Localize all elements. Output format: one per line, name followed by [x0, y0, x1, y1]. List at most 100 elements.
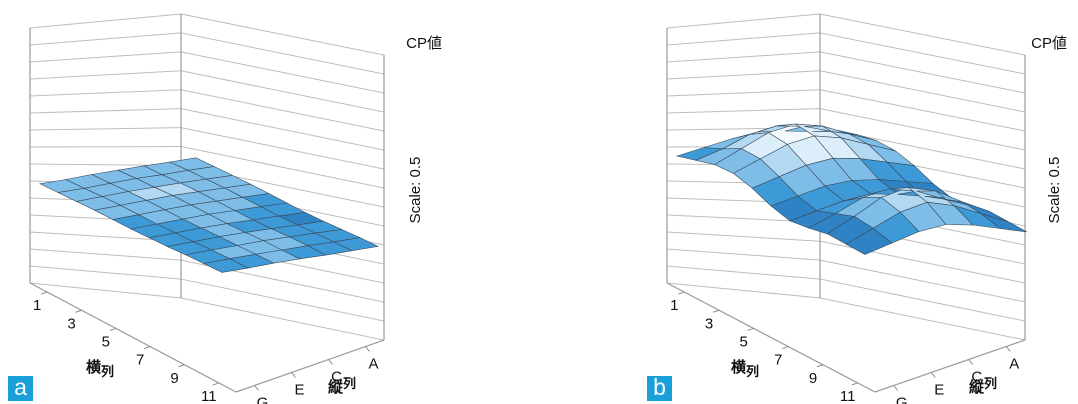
row-axis-tick-label: 3: [705, 315, 713, 332]
back-wall-gridline: [29, 108, 182, 114]
row-axis-tick-label: 5: [102, 333, 110, 350]
surface-cell: [981, 213, 1028, 233]
back-wall-gridline: [29, 13, 182, 29]
side-wall-gridline: [180, 32, 385, 75]
col-axis-tick-label: C: [971, 369, 982, 386]
row-axis-tick: [851, 382, 858, 386]
row-axis-tick-label: 7: [774, 352, 782, 369]
back-wall-gridline: [29, 248, 182, 261]
col-axis-line: [874, 339, 1026, 393]
back-wall-gridline: [666, 89, 821, 97]
col-axis-tick-label: A: [368, 356, 378, 373]
back-wall-gridline: [666, 108, 821, 114]
row-axis-tick: [109, 327, 116, 331]
row-axis-tick: [712, 309, 720, 313]
chart-panel-a: 1 3 5 7 9 11 G E C A 横列縦列 CP値 Scale: 0.5 a: [8, 13, 442, 404]
back-wall-gridline: [666, 51, 821, 63]
side-wall-gridline: [819, 297, 1026, 341]
scale-label: Scale: 0.5: [407, 157, 424, 224]
col-axis-tick-label: G: [257, 395, 269, 404]
back-wall-gridline: [29, 32, 182, 46]
col-axis-tick: [254, 385, 259, 391]
side-wall-gridline: [819, 89, 1026, 132]
back-wall-gridline: [666, 70, 821, 80]
side-wall-gridline: [180, 278, 385, 322]
row-axis-tick-label: 5: [739, 333, 747, 350]
back-wall-gridline: [29, 265, 182, 280]
row-axis-tick: [212, 382, 219, 386]
back-wall-gridline: [29, 51, 182, 63]
back-wall-gridline: [666, 13, 821, 29]
side-wall-gridline: [819, 240, 1026, 284]
row-axis-tick-label: 3: [67, 315, 75, 332]
chart-panel-b: 1 3 5 7 9 11 G E C A 横列 縦列 CP値 Scale: 0.5 b: [539, 0, 1078, 404]
col-axis-tick: [893, 385, 899, 391]
surface-cell: [332, 237, 379, 252]
panel-badge-b: b: [647, 376, 672, 401]
back-wall-gridline: [666, 248, 821, 261]
side-wall-gridline: [819, 13, 1026, 56]
row-axis-tick-label: 9: [809, 370, 817, 387]
back-wall-gridline: [29, 89, 182, 97]
side-wall-gridline: [819, 259, 1026, 303]
side-wall-gridline: [819, 278, 1026, 322]
back-wall-gridline: [29, 282, 182, 299]
vertical-axis-label: CP値: [406, 35, 442, 52]
row-axis-tick-label: 1: [670, 297, 678, 314]
col-axis-tick: [968, 359, 974, 365]
vertical-axis-label: CP値: [1031, 35, 1067, 52]
row-axis-tick: [75, 309, 82, 313]
row-axis-tick: [144, 346, 151, 350]
row-axis-tick-label: 11: [201, 388, 217, 404]
row-axis-tick-label: 7: [136, 352, 144, 369]
side-wall-gridline: [180, 297, 385, 341]
col-axis-title-sub: 列: [984, 376, 997, 391]
side-wall-gridline: [180, 51, 385, 94]
row-axis-tick: [782, 346, 789, 350]
side-wall-gridline: [180, 89, 385, 132]
col-axis-tick-label: A: [1009, 356, 1019, 373]
row-axis-tick: [41, 291, 48, 295]
col-axis-tick-label: G: [896, 395, 908, 404]
col-axis-tick-label: C: [331, 369, 342, 386]
row-axis-title-sub: 列: [746, 364, 759, 379]
row-axis-line: [29, 282, 237, 393]
row-axis-tick-label: 9: [170, 370, 178, 387]
side-wall-gridline: [180, 70, 385, 113]
back-wall-gridline: [29, 127, 182, 131]
back-wall-gridline: [666, 32, 821, 46]
col-axis-tick: [291, 372, 296, 378]
row-axis-tick: [678, 291, 685, 295]
panel-badge-a: a: [8, 376, 33, 401]
col-axis-tick: [930, 372, 936, 378]
back-wall-gridline: [29, 70, 182, 80]
row-axis-line: [666, 282, 876, 393]
row-axis-tick: [747, 327, 754, 331]
col-axis-tick: [1005, 346, 1011, 352]
side-wall-gridline: [819, 32, 1026, 75]
col-axis-tick-label: E: [294, 382, 304, 399]
row-axis-title-sub: 列: [101, 364, 114, 379]
side-wall-gridline: [180, 127, 385, 170]
scale-label: Scale: 0.5: [1046, 157, 1063, 224]
col-axis-tick: [365, 346, 370, 352]
side-wall-gridline: [180, 146, 385, 189]
col-axis-title: 縦列: [969, 376, 997, 396]
back-wall-gridline: [666, 231, 821, 242]
side-wall-gridline: [180, 13, 385, 56]
side-wall-gridline: [819, 70, 1026, 113]
col-axis-tick: [328, 359, 333, 365]
col-axis-line: [235, 339, 385, 393]
col-axis-title: 縦列: [328, 376, 356, 396]
side-wall-gridline: [819, 108, 1026, 151]
back-wall-gridline: [666, 265, 821, 280]
row-axis-tick: [178, 364, 185, 368]
side-wall-gridline: [180, 108, 385, 151]
row-axis-tick-label: 1: [33, 297, 41, 314]
row-axis-title: 横列: [731, 358, 759, 379]
row-axis-tick: [816, 364, 824, 368]
row-axis-title: 横列: [86, 358, 114, 379]
col-axis-tick-label: E: [934, 382, 944, 399]
